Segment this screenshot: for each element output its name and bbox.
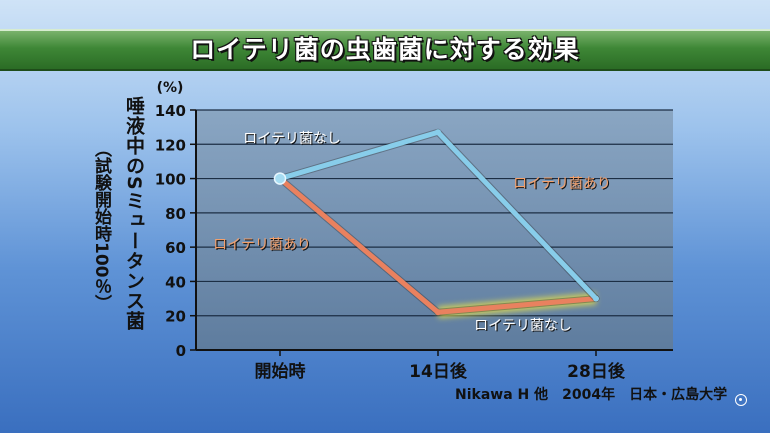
- annotation-shadow: ロイテリ菌なし: [475, 319, 573, 335]
- circle-dot-icon[interactable]: [735, 394, 747, 406]
- annotation-shadow: ロイテリ菌なし: [244, 132, 342, 148]
- y-tick-label: 80: [165, 205, 186, 223]
- y-tick-label: 40: [165, 273, 186, 291]
- page-title: ロイテリ菌の虫歯菌に対する効果: [190, 35, 580, 64]
- y-axis-unit: (%): [157, 80, 184, 96]
- y-tick-label: 0: [176, 342, 186, 360]
- data-point: [593, 295, 599, 302]
- y-tick-label: 20: [165, 308, 186, 326]
- annotation-label: ロイテリ菌なし: [474, 318, 572, 334]
- y-tick-label: 120: [155, 136, 186, 154]
- annotation-label: ロイテリ菌あり: [513, 176, 611, 192]
- annotation-shadow: ロイテリ菌あり: [214, 238, 312, 254]
- data-point: [435, 309, 441, 316]
- x-tick-label: 14日後: [409, 361, 468, 382]
- annotation-shadow: ロイテリ菌あり: [514, 177, 612, 193]
- x-tick-label: 開始時: [255, 361, 306, 382]
- data-point: [435, 129, 441, 136]
- y-axis-subtitle: （試験開始時100％）: [91, 140, 111, 312]
- y-tick-label: 100: [155, 171, 186, 189]
- y-axis-title: 唾液中のSミュータンス菌: [123, 96, 145, 331]
- x-tick-label: 28日後: [567, 361, 626, 382]
- data-point-start: [273, 172, 287, 185]
- y-tick-label: 60: [165, 239, 186, 257]
- citation: Nikawa H 他 2004年 日本・広島大学: [455, 387, 728, 403]
- title-band: ロイテリ菌の虫歯菌に対する効果: [0, 29, 770, 71]
- annotation-label: ロイテリ菌あり: [213, 237, 311, 253]
- y-tick-label: 140: [155, 102, 186, 120]
- annotation-label: ロイテリ菌なし: [243, 131, 341, 147]
